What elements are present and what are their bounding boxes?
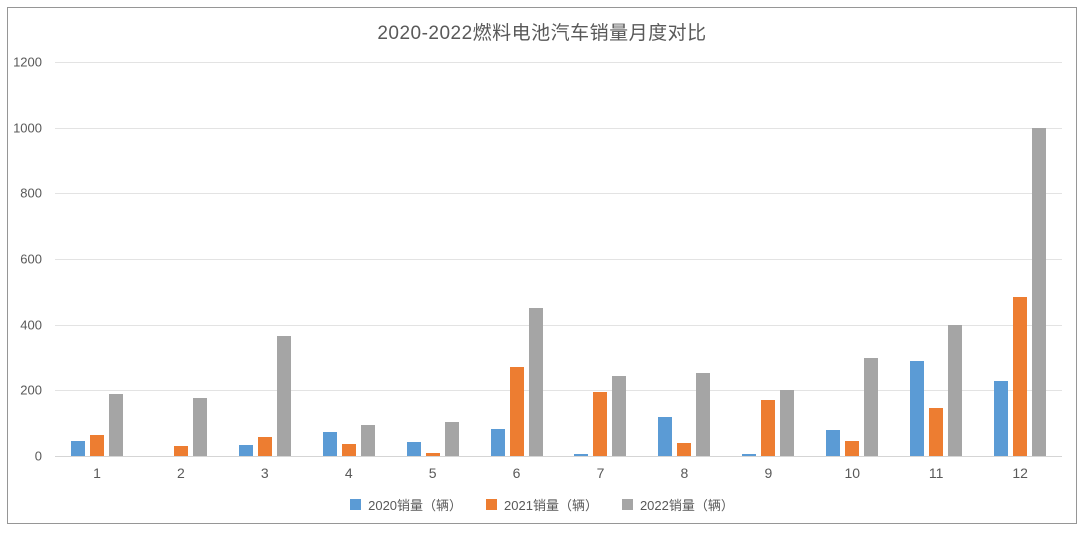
bar: [490, 429, 505, 456]
y-tick-label: 0: [34, 448, 42, 464]
y-tick-label: 1000: [13, 120, 42, 136]
bar-group: [559, 62, 643, 456]
bar: [910, 361, 925, 456]
x-tick-label: 1: [93, 465, 101, 481]
gridline: [55, 259, 1062, 260]
bar: [192, 397, 207, 456]
bar-group: [223, 62, 307, 456]
legend-label: 2021销量（辆）: [504, 498, 598, 513]
bar: [761, 399, 776, 456]
bar-group: [391, 62, 475, 456]
bar: [70, 441, 85, 456]
y-tick-label: 200: [20, 382, 42, 398]
bar: [658, 416, 673, 456]
bar: [238, 444, 253, 456]
gridline: [55, 324, 1062, 326]
x-tick-label: 7: [596, 465, 605, 481]
bar: [341, 443, 356, 456]
bar: [696, 372, 711, 456]
bar-group: [642, 62, 726, 456]
legend-label: 2022销量（辆）: [639, 498, 734, 513]
bar: [257, 436, 272, 456]
bar-group: [894, 62, 978, 456]
y-tick-label: 1200: [13, 54, 42, 70]
chart-title: 2020-2022燃料电池汽车销量月度对比: [377, 23, 707, 44]
x-tick-label: 5: [428, 465, 437, 481]
bar-group: [810, 62, 894, 456]
y-tick-label: 600: [20, 251, 42, 267]
bar: [845, 440, 860, 456]
x-tick-label: 6: [512, 465, 521, 481]
bar: [1032, 127, 1047, 456]
bar: [406, 442, 421, 456]
bar-groups: [55, 62, 1062, 456]
bar: [425, 452, 440, 456]
bar-group: [139, 62, 223, 456]
bar-group: [726, 62, 810, 456]
bar: [108, 393, 123, 456]
legend: 2020销量（辆） 2021销量（辆） 2022销量（辆）: [8, 495, 1076, 514]
bar: [780, 390, 795, 456]
legend-swatch-icon: [621, 499, 633, 510]
bar-group: [307, 62, 391, 456]
y-tick-label: 800: [20, 185, 42, 201]
legend-item: 2020销量（辆）: [350, 495, 462, 514]
bar: [574, 454, 589, 456]
bar: [593, 391, 608, 456]
bar: [444, 422, 459, 456]
bar: [612, 375, 627, 456]
gridline: [55, 456, 1062, 457]
x-tick-label: 10: [844, 465, 861, 481]
legend-swatch-icon: [350, 499, 362, 510]
x-tick-label: 12: [1012, 465, 1028, 481]
x-axis-labels: 1 2 3 4 5 6 7 8 9 10 11 12: [55, 465, 1062, 481]
bar: [322, 432, 337, 456]
bar: [948, 324, 963, 456]
bar: [360, 425, 375, 456]
y-tick-label: 400: [20, 317, 42, 333]
bar: [509, 367, 524, 456]
bar: [742, 454, 757, 456]
x-tick-label: 4: [344, 465, 353, 481]
plot-area: 0 200 400 600 800 1000 1200 1 2 3 4 5 6 7 8 9 10 11 12: [13, 55, 1062, 481]
x-tick-label: 3: [260, 465, 269, 481]
chart-frame: 2020-2022燃料电池汽车销量月度对比 0 200 400 600 800 1000 1…: [7, 7, 1077, 524]
bar: [826, 429, 841, 456]
bar: [276, 336, 291, 456]
bar: [1013, 296, 1028, 456]
legend-item: 2022销量（辆）: [621, 495, 734, 514]
gridline: [55, 193, 1062, 195]
bar: [89, 434, 104, 456]
gridline: [55, 390, 1062, 392]
gridline: [55, 127, 1062, 129]
x-tick-label: 9: [764, 465, 773, 481]
x-tick-label: 11: [928, 465, 944, 481]
bar: [994, 381, 1009, 456]
bar-group: [475, 62, 559, 456]
legend-item: 2021销量（辆）: [486, 495, 598, 514]
bar: [173, 446, 188, 456]
x-tick-label: 8: [680, 465, 689, 481]
bar: [677, 443, 692, 456]
gridline: [55, 62, 1062, 63]
x-tick-label: 2: [176, 465, 185, 481]
bar: [929, 408, 944, 456]
bar: [528, 307, 543, 456]
legend-label: 2020销量（辆）: [368, 498, 463, 513]
bar-group: [978, 62, 1062, 456]
bar: [864, 357, 879, 456]
bar-group: [55, 62, 139, 456]
legend-swatch-icon: [486, 499, 498, 510]
